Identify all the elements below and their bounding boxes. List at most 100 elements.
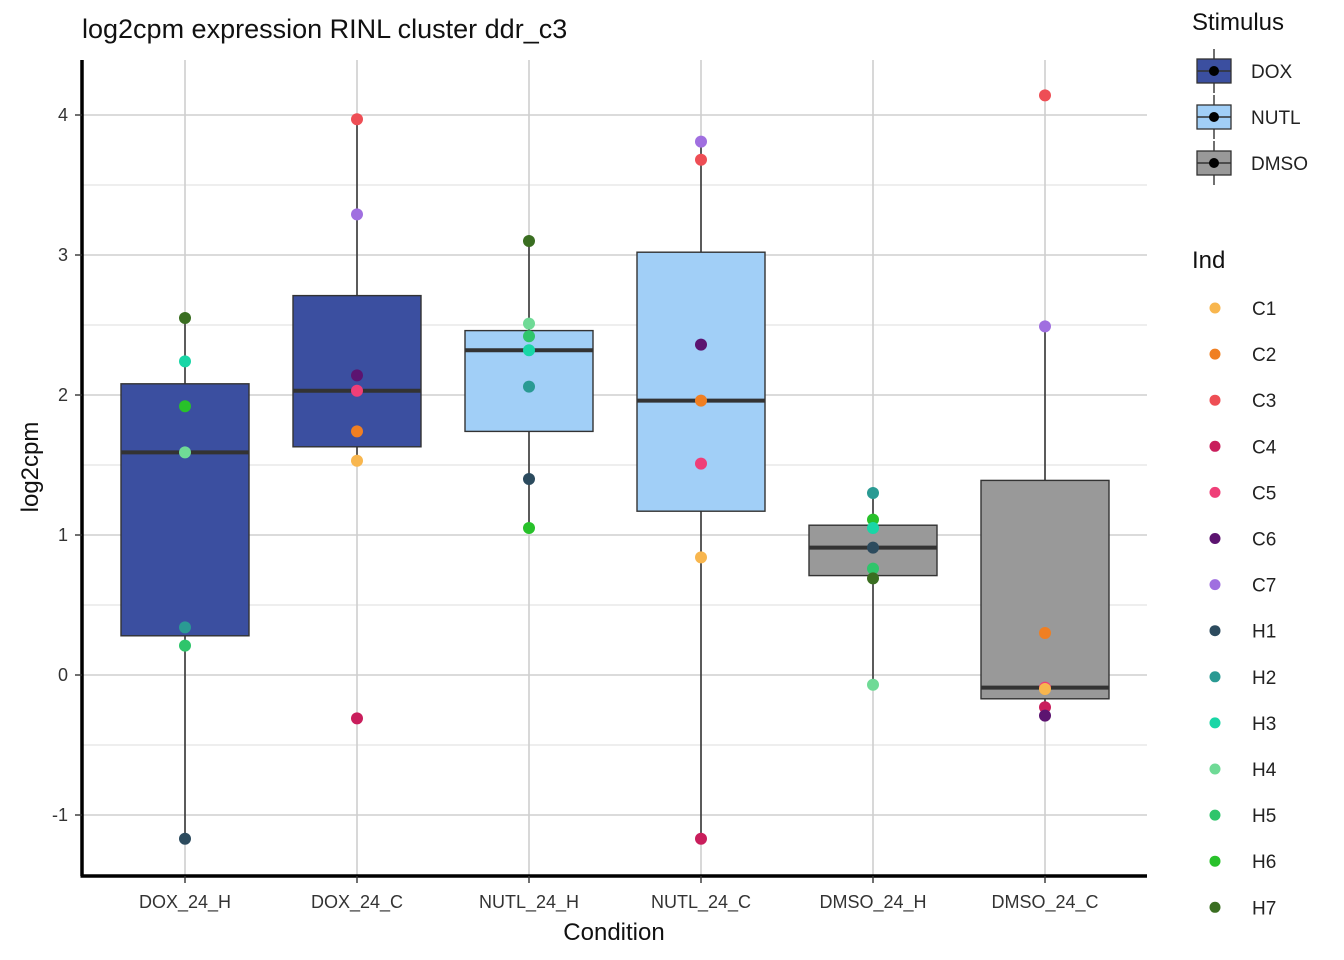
legend-ind-label: C6 [1252,530,1276,551]
point-c1 [1039,683,1051,695]
legend-ind-swatch [1209,579,1221,591]
points [179,89,1051,845]
point-h5 [179,639,191,652]
legend-ind-label: C3 [1252,391,1276,412]
point-c1 [351,454,363,467]
legend-ind-swatch [1209,625,1221,637]
chart-title: log2cpm expression RINL cluster ddr_c3 [82,14,567,44]
point-h6 [179,400,191,413]
legend-ind-label: C1 [1252,299,1276,320]
legend-key-point [1209,112,1219,122]
point-h7 [523,235,535,247]
point-c4 [351,712,363,725]
point-h1 [179,832,191,845]
point-c7 [695,135,707,148]
point-c6 [351,369,363,382]
point-c3 [1039,89,1051,102]
point-h6 [523,522,535,534]
legend-stimulus-label: DMSO [1251,154,1308,175]
legend-ind: Ind C1 C2 C3 C4 C5 C6 C7 H1 H2 H3 H4 H5 H6 H7 [1192,247,1277,919]
box-dox_24_h [120,383,250,637]
legend-stimulus-label: DOX [1251,62,1293,83]
point-c2 [1039,627,1051,639]
point-h3 [179,355,191,368]
point-c5 [351,384,363,397]
point-c6 [695,338,707,351]
legend-ind-swatch [1209,533,1221,544]
box-dmso_24_c [980,479,1110,700]
x-tick-label: DOX_24_C [311,892,403,913]
point-h5 [523,330,535,343]
legend-ind-label: C5 [1252,483,1276,504]
legend-ind-swatch [1209,671,1221,683]
legend-ind-swatch [1209,394,1221,406]
legend-ind-label: H1 [1252,622,1276,643]
legend-key-point [1209,158,1219,168]
y-tick-label: 0 [58,665,68,685]
y-tick-label: 2 [58,385,68,405]
legend-ind-swatch [1209,440,1221,452]
x-tick-label: NUTL_24_H [479,892,579,913]
point-h6 [867,513,879,526]
legend-ind-label: C7 [1252,576,1276,597]
point-c7 [1039,320,1051,333]
legend-ind-label: H7 [1252,898,1276,919]
point-c6 [1039,709,1051,722]
boxes [120,119,1110,839]
x-tick-label: DMSO_24_H [819,892,926,913]
legend-stimulus-label: NUTL [1251,108,1301,129]
legend-ind-label: H2 [1252,668,1276,689]
point-c3 [351,113,363,126]
legend-ind-swatch [1209,901,1221,913]
legend-ind-swatch [1209,763,1221,775]
point-h1 [523,473,535,485]
y-tick-label: 1 [58,525,68,545]
legend-ind-swatch [1209,302,1221,314]
legend-ind-label: H3 [1252,714,1276,735]
legend-key-point [1209,66,1219,76]
legend-ind-label: H6 [1252,852,1276,873]
y-tick-label: 3 [58,245,68,265]
point-h7 [867,572,879,585]
legend-ind-title: Ind [1192,247,1225,274]
point-c1 [695,551,707,564]
y-tick-label: 4 [58,105,68,125]
point-h7 [179,312,191,324]
point-c2 [351,425,363,438]
x-tick-label: DOX_24_H [139,892,231,913]
point-h4 [523,317,535,330]
legend-ind-swatch [1209,486,1221,498]
point-c3 [695,153,707,166]
box-nutl_24_c [636,251,766,512]
legend-stimulus-title: Stimulus [1192,9,1284,36]
x-tick-label: NUTL_24_C [651,892,751,913]
legend-ind-label: H4 [1252,760,1277,781]
legend-ind-swatch [1209,717,1221,729]
point-c7 [351,208,363,221]
legend-ind-swatch [1209,855,1221,867]
point-c5 [695,457,707,470]
x-tick-label: DMSO_24_C [991,892,1098,913]
y-axis-label: log2cpm [17,422,44,513]
legend-ind-label: C4 [1252,437,1277,458]
legend-ind-label: C2 [1252,345,1276,366]
x-axis-label: Condition [563,919,664,946]
y-tick-label: -1 [52,805,68,825]
legend-stimulus: Stimulus DOX NUTL DMSO [1192,9,1308,185]
point-c4 [1039,701,1051,714]
point-c2 [695,394,707,407]
point-h2 [867,487,879,499]
point-h3 [523,344,535,357]
point-h2 [179,621,191,634]
point-h3 [867,522,879,534]
point-c4 [695,832,707,845]
point-h5 [867,562,879,575]
point-h4 [179,446,191,459]
legend-ind-label: H5 [1252,806,1276,827]
legend-ind-swatch [1209,809,1221,821]
point-h2 [523,380,535,393]
point-h4 [867,678,879,691]
legend-ind-swatch [1209,348,1221,360]
axes: -1 0 1 2 3 4 DOX_24_H DOX_24_C NUTL_24_H NUTL_24_… [52,60,1147,913]
